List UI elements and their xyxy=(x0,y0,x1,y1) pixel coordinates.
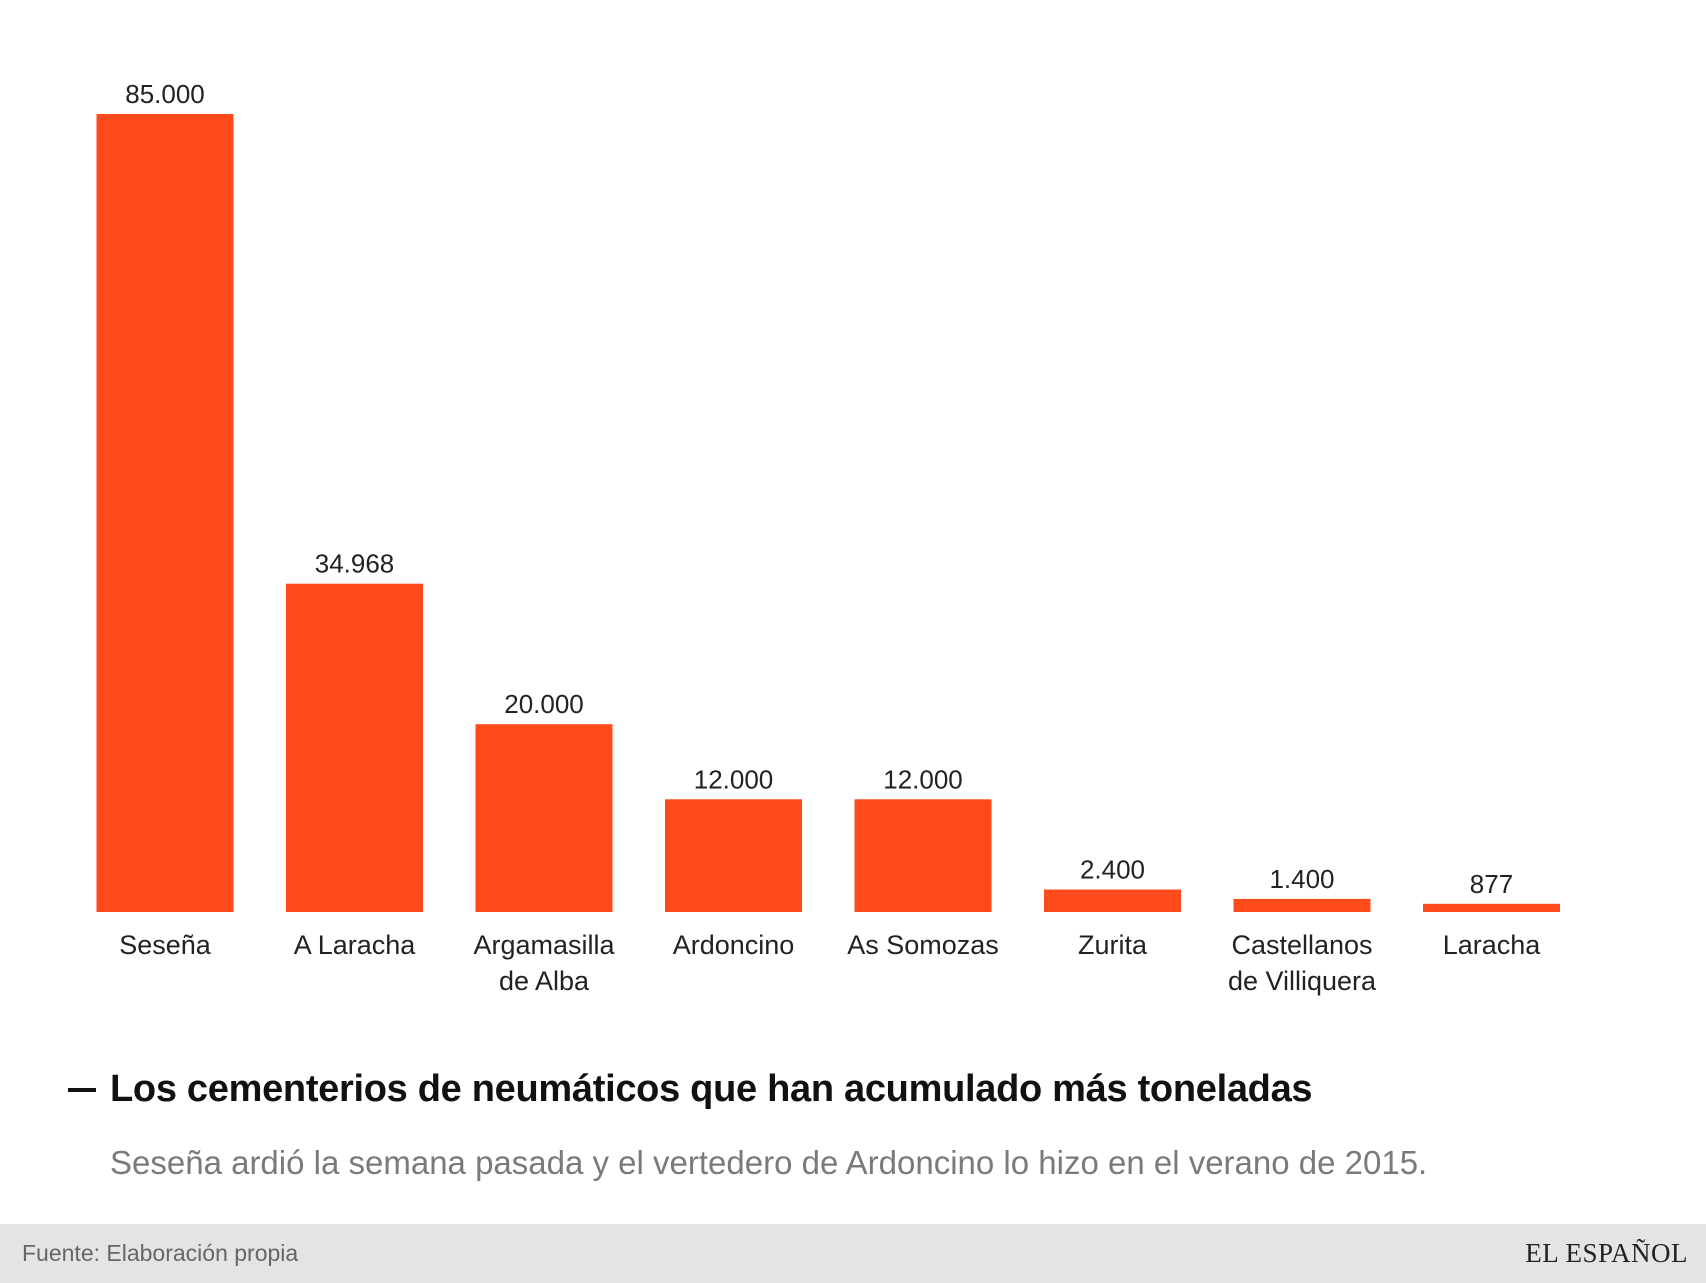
el-espanol-logo: EL ESPAÑOL xyxy=(1525,1238,1688,1268)
category-label: Zurita xyxy=(1078,930,1148,960)
category-label: A Laracha xyxy=(294,930,417,960)
bar-chart: 85.000 34.968 20.000 12.000 12.000 2.400 1.400… xyxy=(96,79,1560,996)
headline-dash xyxy=(68,1087,96,1092)
bar-value-label: 12.000 xyxy=(694,764,774,794)
source-note: Fuente: Elaboración propia xyxy=(22,1240,299,1266)
category-label: Ardoncino xyxy=(673,930,795,960)
bar xyxy=(286,583,423,912)
category-label: Seseña xyxy=(119,930,212,960)
footer-bar: Fuente: Elaboración propia EL ESPAÑOL xyxy=(0,1224,1706,1283)
category-label: de Alba xyxy=(499,966,590,996)
category-labels-group: Seseña A Laracha Argamasilla de Alba Ardonci… xyxy=(119,930,1541,996)
bar xyxy=(96,114,234,912)
bar-value-label: 20.000 xyxy=(504,689,584,719)
headline-text: Los cementerios de neumáticos que han ac… xyxy=(110,1068,1313,1110)
category-label: Laracha xyxy=(1443,930,1542,960)
value-labels-group: 85.000 34.968 20.000 12.000 12.000 2.400 1.400… xyxy=(125,79,1513,899)
category-label: Argamasilla xyxy=(473,930,615,960)
category-label: As Somozas xyxy=(847,930,999,960)
bar-value-label: 34.968 xyxy=(315,549,395,579)
category-label: de Villiquera xyxy=(1228,966,1377,996)
bar-value-label: 12.000 xyxy=(883,764,963,794)
bar-value-label: 85.000 xyxy=(125,79,205,109)
bar-value-label: 877 xyxy=(1470,869,1513,899)
chart-headline: Los cementerios de neumáticos que han ac… xyxy=(68,1068,1313,1111)
bar xyxy=(665,799,802,912)
category-label: Castellanos xyxy=(1231,930,1372,960)
bar xyxy=(475,724,613,912)
bar xyxy=(1233,898,1371,912)
chart-subtitle: Seseña ardió la semana pasada y el verte… xyxy=(110,1144,1428,1181)
bar-value-label: 2.400 xyxy=(1080,855,1145,885)
bar xyxy=(854,799,992,912)
bar xyxy=(1044,889,1181,912)
bar-value-label: 1.400 xyxy=(1269,864,1334,894)
bars-group xyxy=(96,114,1560,912)
bar xyxy=(1423,903,1560,912)
